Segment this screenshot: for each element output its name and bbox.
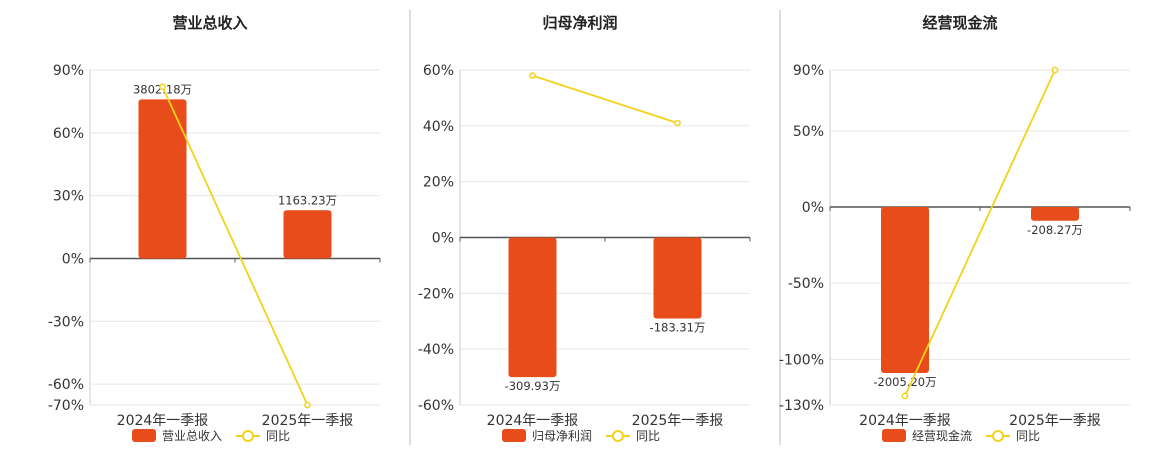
y-tick-label: 60%	[53, 126, 84, 142]
yoy-point	[901, 392, 909, 400]
yoy-line	[904, 69, 1056, 397]
x-category-label: 2024年一季报	[487, 413, 579, 429]
chart-panel-1: 营业总收入 90% 60% 30% 0% -30% -60% -70% 2024年一季报 2025…	[48, 14, 381, 443]
y-tick-label: -70%	[48, 398, 84, 414]
chart-title: 归母净利润	[542, 14, 617, 32]
bar-value-label: -2005.20万	[873, 375, 936, 389]
x-category-label: 2025年一季报	[262, 413, 354, 429]
y-tick-label: 0%	[802, 200, 824, 216]
legend-label-bar: 归母净利润	[532, 429, 592, 443]
bar	[508, 237, 557, 378]
y-tick-label: 90%	[53, 63, 84, 79]
yoy-line	[532, 74, 678, 124]
yoy-point	[529, 72, 536, 79]
y-tick-label: 50%	[793, 124, 824, 140]
legend-bar-swatch	[132, 429, 156, 442]
y-tick-label: 20%	[423, 175, 454, 191]
chart-title: 经营现金流	[922, 14, 997, 32]
chart-panel-3: 经营现金流 90% 50% 0% -50% -100% -130% 2024年一季报 2025年…	[779, 14, 1131, 443]
y-tick-label: 90%	[793, 63, 824, 79]
bar	[653, 237, 702, 319]
legend-label-line: 同比	[636, 429, 660, 443]
yoy-point	[1051, 66, 1059, 74]
x-category-label: 2024年一季报	[117, 413, 209, 429]
y-tick-label: 30%	[53, 189, 84, 205]
x-category-label: 2024年一季报	[859, 413, 951, 429]
legend-line-marker	[242, 430, 254, 442]
legend-label-line: 同比	[266, 429, 290, 443]
legend-label-line: 同比	[1016, 429, 1040, 443]
y-tick-label: -60%	[48, 377, 84, 393]
legend-label-bar: 经营现金流	[912, 428, 972, 443]
bar-value-label: -183.31万	[650, 320, 706, 334]
x-category-label: 2025年一季报	[632, 413, 724, 429]
y-tick-label: -100%	[779, 352, 824, 368]
y-tick-label: -30%	[48, 314, 84, 330]
bar-value-label: 1163.23万	[278, 193, 337, 207]
bar	[1031, 207, 1079, 221]
x-category-label: 2025年一季报	[1009, 413, 1101, 429]
y-tick-label: 0%	[432, 231, 454, 247]
y-tick-label: -130%	[779, 398, 824, 414]
y-tick-label: -20%	[418, 286, 454, 302]
y-tick-label: -60%	[418, 398, 454, 414]
legend-bar-swatch	[502, 429, 526, 442]
legend-line-marker	[612, 430, 624, 442]
bar-value-label: -208.27万	[1027, 223, 1083, 237]
chart-panel-2: 归母净利润 60% 40% 20% 0% -20% -40% -60% 2024年一季报 2025…	[418, 14, 751, 443]
yoy-point	[304, 401, 311, 409]
bar-value-label: -309.93万	[505, 379, 561, 393]
bar	[138, 99, 187, 259]
y-tick-label: 0%	[62, 251, 84, 267]
y-tick-label: -50%	[788, 276, 824, 292]
yoy-point	[674, 119, 681, 127]
bar	[283, 210, 332, 259]
y-tick-label: -40%	[418, 342, 454, 358]
bar	[881, 207, 929, 374]
y-tick-label: 40%	[423, 119, 454, 135]
yoy-line	[161, 86, 309, 406]
legend-label-bar: 营业总收入	[162, 429, 222, 443]
legend-line-marker	[992, 430, 1004, 442]
y-tick-label: 60%	[423, 63, 454, 79]
chart-title: 营业总收入	[172, 14, 247, 32]
legend-bar-swatch	[882, 429, 906, 442]
yoy-point	[159, 83, 166, 91]
